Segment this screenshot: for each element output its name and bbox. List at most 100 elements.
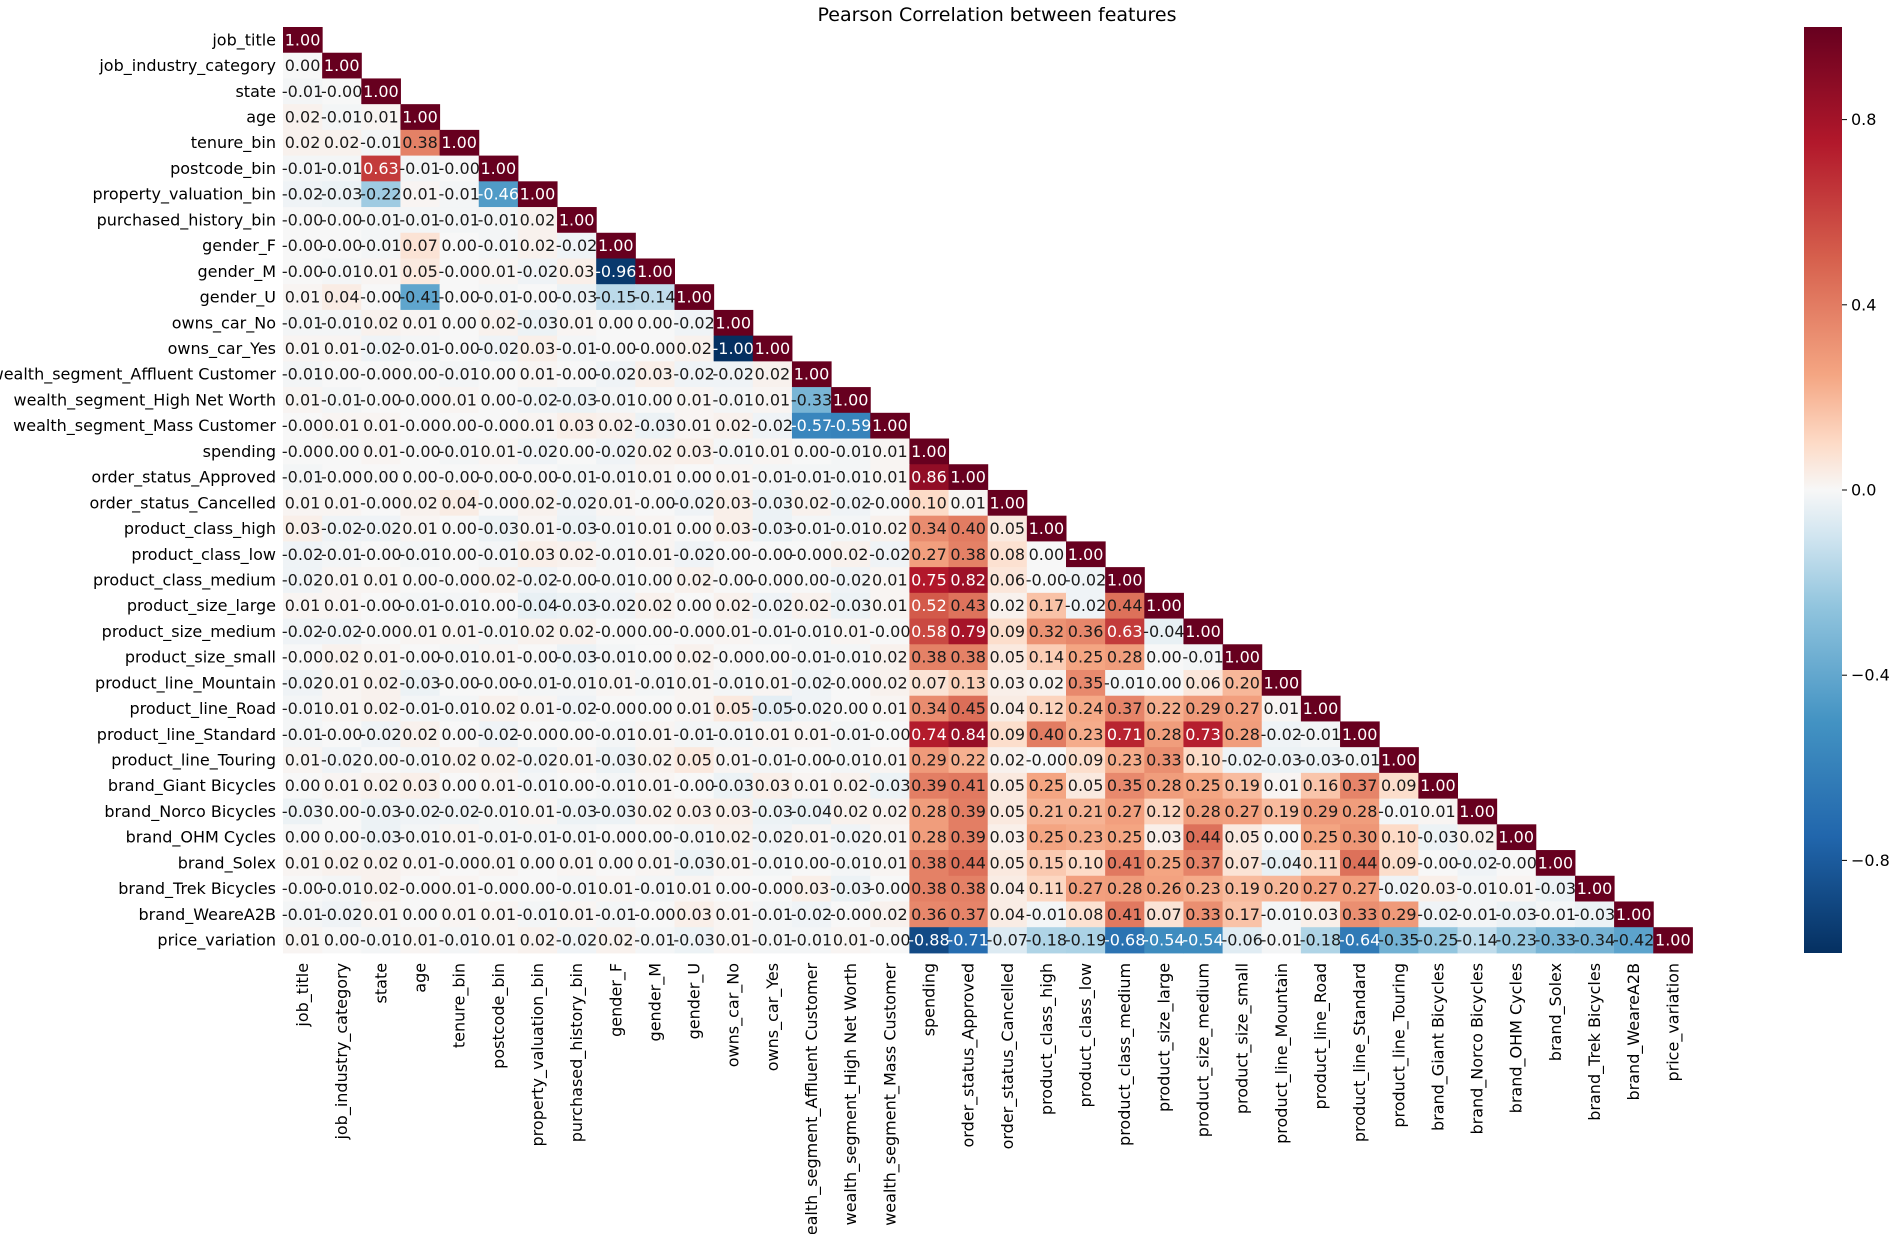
heatmap-cell <box>596 361 636 388</box>
cell-value-label: -0.03 <box>556 596 597 615</box>
heatmap-cell <box>283 309 323 337</box>
heatmap-cell <box>322 309 362 337</box>
heatmap-cell <box>596 824 636 851</box>
heatmap-cell <box>361 412 401 440</box>
cell-value-label: 0.01 <box>950 493 986 512</box>
heatmap-cell <box>283 567 323 594</box>
cell-value-label: 0.02 <box>715 416 751 435</box>
heatmap-cell <box>674 489 715 517</box>
cell-value-label: 0.36 <box>911 905 947 924</box>
heatmap-cell <box>909 850 950 877</box>
heatmap-cell <box>870 927 910 954</box>
heatmap-cell <box>831 464 871 491</box>
cell-value-label: 0.33 <box>1342 905 1378 924</box>
cell-value-label: 0.00 <box>285 56 321 75</box>
heatmap-cell <box>361 464 401 491</box>
cell-value-label: -0.01 <box>752 468 793 487</box>
heatmap-cell <box>831 695 871 722</box>
cell-value-label: -0.01 <box>478 828 519 847</box>
heatmap-cell <box>283 824 323 851</box>
heatmap-cell <box>322 695 362 722</box>
heatmap-cell <box>1457 875 1498 902</box>
cell-value-label: -0.22 <box>360 185 401 204</box>
heatmap-cell <box>557 670 597 697</box>
cell-value-label: -0.01 <box>438 365 479 384</box>
cell-value-label: -0.02 <box>791 699 832 718</box>
cell-value-label: 1.00 <box>1655 931 1691 950</box>
cell-value-label: 0.02 <box>794 596 830 615</box>
heatmap-cell <box>400 695 441 722</box>
cell-value-label: 0.02 <box>872 673 908 692</box>
heatmap-cell <box>439 412 480 440</box>
heatmap-cell <box>1340 721 1380 748</box>
heatmap-cell <box>1261 670 1302 697</box>
cell-value-label: 0.01 <box>715 468 751 487</box>
heatmap-cell <box>635 387 675 414</box>
cell-value-label: 0.25 <box>1146 853 1182 872</box>
cell-value-label: -0.01 <box>360 236 401 255</box>
cell-value-label: 0.03 <box>715 519 751 538</box>
heatmap-cell <box>791 387 832 414</box>
cell-value-label: 0.23 <box>1185 879 1221 898</box>
heatmap-cell <box>1066 875 1106 902</box>
row-label-product-line-mountain: product_line_Mountain <box>95 673 276 693</box>
heatmap-cell <box>478 387 519 414</box>
cell-value-label: 0.00 <box>402 570 438 589</box>
cell-value-label: -0.00 <box>282 262 323 281</box>
heatmap-cell <box>674 824 715 851</box>
heatmap-cell <box>439 284 480 311</box>
cell-value-label: 0.00 <box>1029 545 1065 564</box>
heatmap-cell <box>400 901 441 928</box>
cell-value-label: -0.01 <box>438 931 479 950</box>
cell-value-label: 0.27 <box>1224 699 1260 718</box>
heatmap-cell <box>1183 927 1224 954</box>
heatmap-cell <box>791 592 832 620</box>
heatmap-cell <box>1144 747 1184 774</box>
heatmap-cell <box>283 361 323 388</box>
cell-value-label: 0.15 <box>1029 853 1065 872</box>
cell-value-label: 0.25 <box>1303 828 1339 847</box>
cell-value-label: 0.25 <box>1029 828 1065 847</box>
cell-value-label: -0.01 <box>517 828 558 847</box>
cell-value-label: 0.02 <box>324 133 360 152</box>
cell-value-label: 1.00 <box>520 185 556 204</box>
cell-value-label: -0.03 <box>752 519 793 538</box>
cell-value-label: 0.01 <box>520 699 556 718</box>
cell-value-label: 0.02 <box>363 879 399 898</box>
cell-value-label: 0.02 <box>363 673 399 692</box>
cell-value-label: -0.02 <box>282 185 323 204</box>
heatmap-cells: 1.000.00 1.00-0.01-0.00 1.000.02 -0.01 0.01 1… <box>282 27 1693 954</box>
cell-value-label: -0.03 <box>1261 751 1302 770</box>
heatmap-cell <box>1535 850 1576 877</box>
heatmap-cell <box>400 438 441 465</box>
heatmap-cell <box>987 927 1028 954</box>
cell-value-label: 0.00 <box>324 931 360 950</box>
cell-value-label: 0.28 <box>911 828 947 847</box>
cell-value-label: 0.01 <box>559 313 595 332</box>
cell-value-label: 0.01 <box>441 879 477 898</box>
heatmap-cell <box>439 232 480 259</box>
heatmap-cell <box>517 644 558 671</box>
cell-value-label: 0.00 <box>324 442 360 461</box>
cell-value-label: 0.03 <box>520 545 556 564</box>
cell-value-label: 0.58 <box>911 622 947 641</box>
heatmap-cell <box>1105 747 1145 774</box>
heatmap-cell <box>1379 875 1419 902</box>
cell-value-label: -0.02 <box>1065 596 1106 615</box>
cell-value-label: -0.02 <box>595 442 636 461</box>
heatmap-cell <box>478 489 519 517</box>
heatmap-cell <box>1144 798 1184 825</box>
heatmap-cell <box>635 284 675 311</box>
heatmap-cell <box>1261 798 1302 825</box>
cell-value-label: 0.00 <box>637 699 673 718</box>
heatmap-cell <box>557 387 597 414</box>
cell-value-label: -0.02 <box>673 365 714 384</box>
cell-value-label: -0.02 <box>321 622 362 641</box>
cell-value-label: -0.02 <box>556 931 597 950</box>
heatmap-cell <box>1340 875 1380 902</box>
heatmap-cell <box>831 875 871 902</box>
cell-value-label: 0.00 <box>715 545 751 564</box>
heatmap-cell <box>322 798 362 825</box>
heatmap-cell <box>713 875 754 902</box>
cell-value-label: -0.00 <box>634 493 675 512</box>
